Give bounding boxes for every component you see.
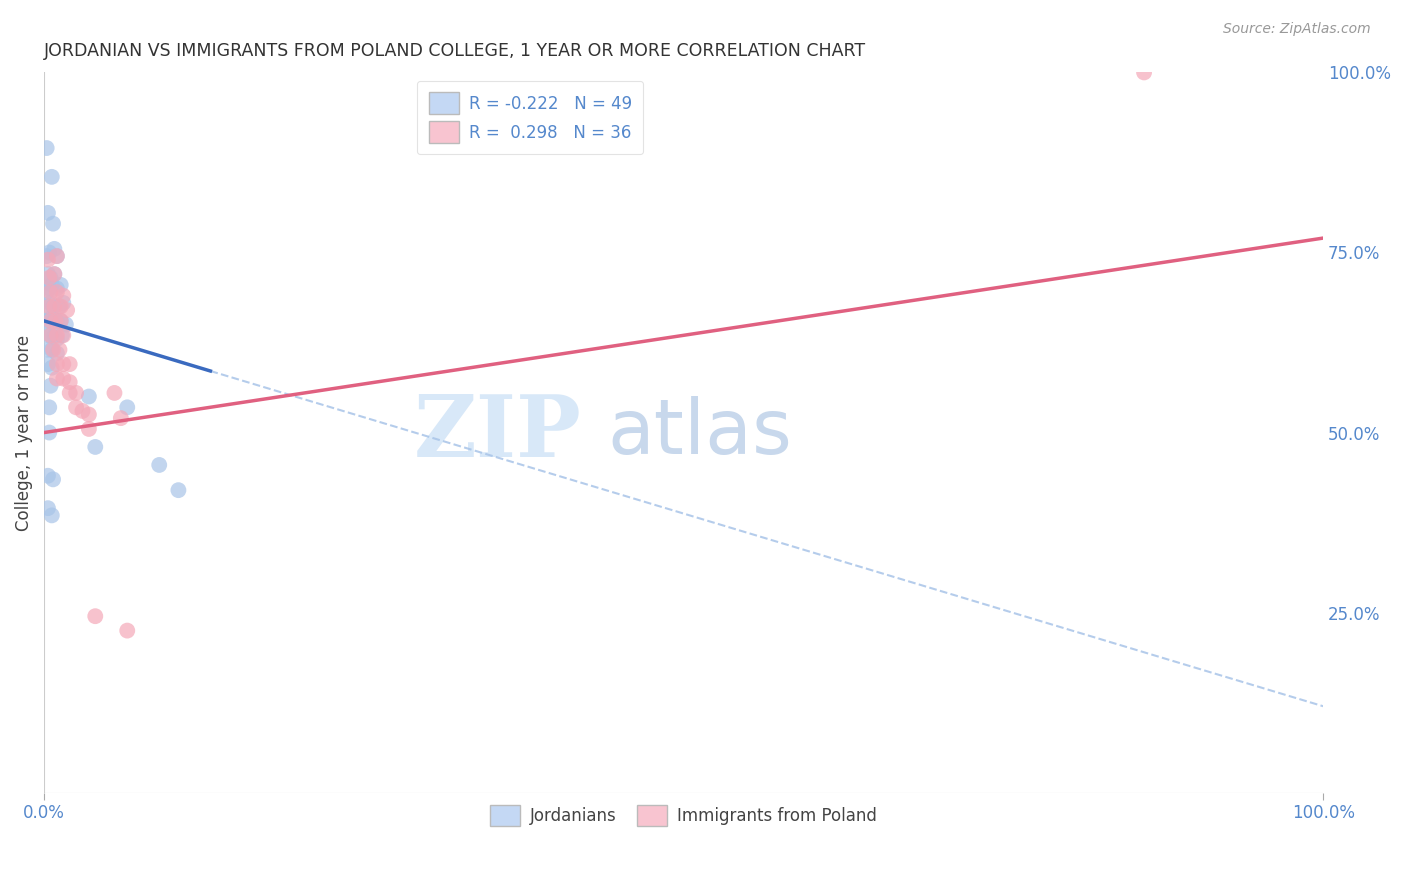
- Point: [39, 328, 62, 343]
- Point: [42, 472, 65, 486]
- Y-axis label: College, 1 year or more: College, 1 year or more: [15, 334, 32, 531]
- Point: [45, 281, 67, 295]
- Point: [117, 401, 139, 415]
- Point: [35, 249, 58, 263]
- Point: [59, 386, 82, 401]
- Point: [44, 267, 66, 281]
- Point: [42, 300, 65, 314]
- Point: [44, 242, 66, 256]
- Point: [103, 386, 125, 401]
- Point: [45, 285, 67, 299]
- Point: [77, 408, 100, 422]
- Point: [39, 314, 62, 328]
- Point: [52, 357, 75, 371]
- Point: [39, 270, 62, 285]
- Point: [41, 277, 63, 292]
- Point: [45, 314, 67, 328]
- Point: [41, 360, 63, 375]
- Point: [41, 169, 63, 184]
- Point: [56, 303, 79, 318]
- Text: ZIP: ZIP: [413, 391, 581, 475]
- Point: [38, 281, 60, 295]
- Point: [37, 328, 59, 343]
- Point: [41, 310, 63, 325]
- Point: [117, 624, 139, 638]
- Point: [45, 332, 67, 346]
- Point: [77, 390, 100, 404]
- Point: [38, 270, 60, 285]
- Point: [49, 314, 72, 328]
- Point: [48, 343, 70, 357]
- Point: [65, 386, 87, 401]
- Point: [45, 328, 67, 343]
- Point: [48, 300, 70, 314]
- Point: [45, 357, 67, 371]
- Point: [167, 483, 190, 498]
- Point: [39, 296, 62, 310]
- Point: [39, 378, 62, 392]
- Point: [38, 300, 60, 314]
- Point: [41, 343, 63, 357]
- Point: [110, 411, 132, 425]
- Point: [77, 422, 100, 436]
- Point: [49, 277, 72, 292]
- Point: [52, 288, 75, 302]
- Point: [37, 267, 59, 281]
- Point: [65, 401, 87, 415]
- Point: [59, 375, 82, 389]
- Point: [45, 249, 67, 263]
- Point: [37, 343, 59, 357]
- Point: [59, 357, 82, 371]
- Point: [35, 285, 58, 299]
- Point: [44, 328, 66, 343]
- Point: [84, 609, 107, 624]
- Point: [37, 206, 59, 220]
- Point: [42, 217, 65, 231]
- Point: [1133, 65, 1156, 79]
- Point: [52, 296, 75, 310]
- Point: [45, 249, 67, 263]
- Point: [37, 300, 59, 314]
- Point: [39, 328, 62, 343]
- Legend: Jordanians, Immigrants from Poland: Jordanians, Immigrants from Poland: [482, 797, 886, 835]
- Text: atlas: atlas: [607, 395, 792, 469]
- Point: [41, 508, 63, 523]
- Point: [44, 267, 66, 281]
- Point: [37, 252, 59, 267]
- Point: [51, 328, 73, 343]
- Point: [45, 371, 67, 385]
- Point: [44, 300, 66, 314]
- Point: [42, 343, 65, 357]
- Text: JORDANIAN VS IMMIGRANTS FROM POLAND COLLEGE, 1 YEAR OR MORE CORRELATION CHART: JORDANIAN VS IMMIGRANTS FROM POLAND COLL…: [44, 42, 866, 60]
- Point: [35, 314, 58, 328]
- Legend: R = -0.222   N = 49, R =  0.298   N = 36: R = -0.222 N = 49, R = 0.298 N = 36: [418, 81, 644, 154]
- Point: [45, 314, 67, 328]
- Point: [45, 346, 67, 360]
- Point: [52, 371, 75, 385]
- Point: [38, 401, 60, 415]
- Point: [72, 404, 94, 418]
- Point: [148, 458, 170, 472]
- Point: [52, 328, 75, 343]
- Point: [38, 245, 60, 260]
- Point: [84, 440, 107, 454]
- Point: [38, 314, 60, 328]
- Point: [38, 425, 60, 440]
- Point: [35, 141, 58, 155]
- Point: [39, 285, 62, 299]
- Point: [37, 357, 59, 371]
- Point: [55, 318, 77, 332]
- Point: [49, 300, 72, 314]
- Point: [37, 501, 59, 516]
- Text: Source: ZipAtlas.com: Source: ZipAtlas.com: [1223, 22, 1371, 37]
- Point: [37, 468, 59, 483]
- Point: [49, 314, 72, 328]
